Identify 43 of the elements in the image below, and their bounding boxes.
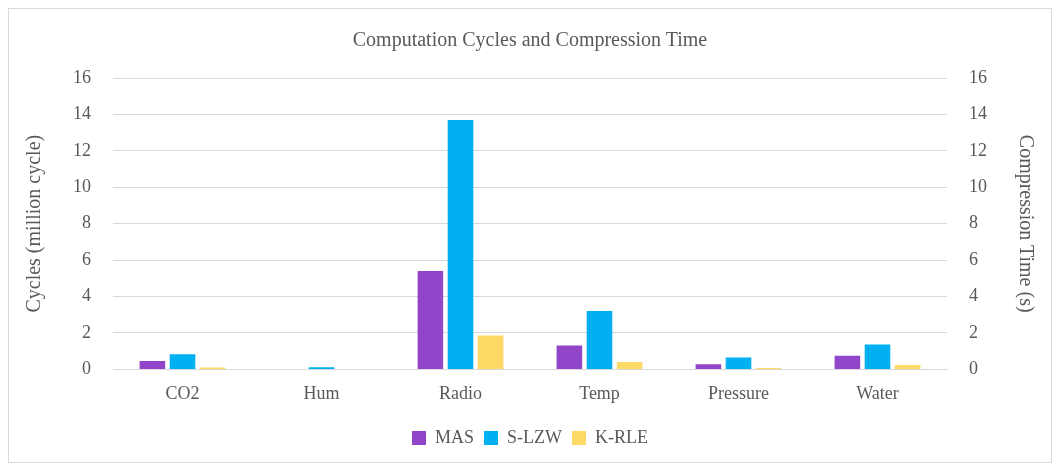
bar (695, 364, 722, 369)
y2-tick-label: 0 (969, 358, 978, 379)
y2-axis-title: Compression Time (s) (1014, 134, 1038, 313)
x-tick-label: Temp (579, 382, 620, 403)
y-tick-label: 6 (82, 248, 91, 269)
bar (169, 354, 196, 369)
x-tick-label: Pressure (708, 382, 769, 403)
legend-label: MAS (435, 426, 475, 447)
y-tick-label: 10 (73, 176, 91, 197)
y2-tick-label: 4 (969, 285, 978, 306)
y2-tick-label: 6 (969, 248, 978, 269)
bar (556, 345, 583, 369)
bar (725, 357, 752, 369)
y-tick-label: 16 (73, 66, 91, 87)
bar (864, 344, 891, 369)
legend-label: K-RLE (595, 426, 648, 447)
y-axis-title: Cycles (million cycle) (22, 134, 46, 313)
bar (894, 365, 921, 369)
x-tick-label: Water (856, 382, 899, 403)
y2-tick-label: 14 (969, 103, 987, 124)
y2-tick-label: 8 (969, 212, 978, 233)
y-tick-label: 0 (82, 358, 91, 379)
bar (586, 311, 613, 369)
y-tick-label: 8 (82, 212, 91, 233)
y2-tick-label: 16 (969, 66, 987, 87)
x-tick-label: Radio (439, 382, 482, 403)
y-tick-label: 14 (73, 103, 91, 124)
y-tick-label: 2 (82, 321, 91, 342)
bar (616, 362, 643, 369)
bar (477, 335, 504, 369)
y-tick-label: 12 (73, 139, 91, 160)
y-tick-label: 4 (82, 285, 91, 306)
x-tick-label: CO2 (165, 382, 200, 403)
legend-label: S-LZW (507, 426, 563, 447)
bar (834, 355, 861, 369)
y2-tick-label: 12 (969, 139, 987, 160)
chart-title: Computation Cycles and Compression Time (352, 28, 708, 52)
bar (447, 119, 474, 369)
bar (417, 271, 444, 369)
y2-tick-label: 10 (969, 176, 987, 197)
x-tick-label: Hum (303, 382, 340, 403)
y2-tick-label: 2 (969, 321, 978, 342)
bar (139, 361, 166, 369)
